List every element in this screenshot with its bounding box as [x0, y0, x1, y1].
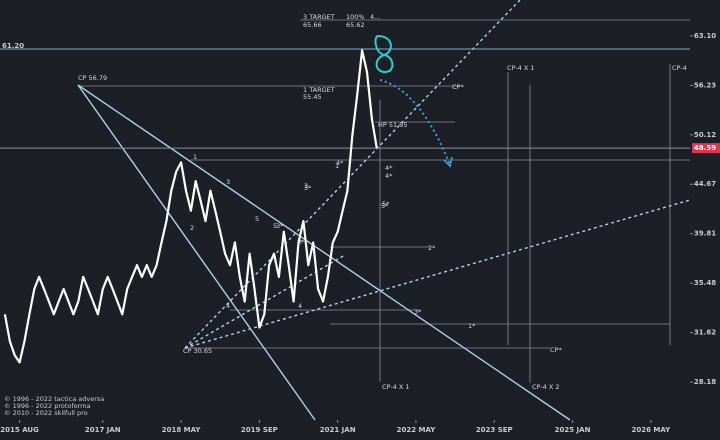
annotation: CP*	[452, 83, 464, 91]
copyright: © 1996 - 2022 tactica adversa© 1996 - 20…	[4, 395, 104, 417]
x-tick-label: 2015 AUG	[0, 426, 39, 434]
y-tick-label: 44.67	[694, 180, 716, 188]
y-tick-label: 35.48	[694, 279, 716, 287]
copyright-line: © 2010 - 2022 skilfull pro	[4, 409, 88, 417]
annotation: 2	[190, 224, 194, 232]
trend-line	[77, 84, 571, 421]
annotation: 55.45	[303, 93, 322, 101]
x-tick-label: 2021 JAN	[320, 426, 356, 434]
trend-line	[184, 0, 521, 349]
x-tick-label: 2017 JAN	[85, 426, 121, 434]
annotation: 2	[298, 238, 302, 246]
annotation: 3 TARGET	[303, 13, 335, 21]
annotation: CP-4 X 2	[532, 383, 560, 391]
x-tick-label: 2019 SEP	[241, 426, 278, 434]
copyright-line: © 1996 - 2022 protoforma	[4, 402, 91, 410]
annotation: 3	[226, 178, 230, 186]
x-tick-label: 2022 MAY	[397, 426, 437, 434]
annotation: 5*	[382, 200, 390, 208]
annotation: 5*	[381, 202, 389, 210]
level-label: 48.59	[694, 144, 716, 152]
annotation: CP 30.65	[183, 347, 212, 355]
copyright-line: © 1996 - 2022 tactica adversa	[4, 395, 104, 403]
annotation: 2*	[297, 238, 305, 246]
annotation: 4...	[370, 13, 380, 21]
eight-sign	[374, 34, 394, 74]
annotation: CP-4	[672, 64, 687, 72]
annotation: 2*	[428, 244, 436, 252]
level-badge	[692, 143, 720, 154]
projection-arrow	[379, 79, 451, 166]
annotation: 5	[255, 215, 259, 223]
y-tick-label: 56.23	[694, 81, 716, 89]
annotation: CP 56.79	[78, 74, 107, 82]
annotation: 1	[335, 162, 339, 170]
annotation: 5	[273, 222, 277, 230]
annotation: 4	[298, 302, 302, 310]
annotation: 4*	[385, 164, 393, 172]
annotation: 3*	[414, 308, 422, 316]
annotation: 65.66	[303, 21, 322, 29]
annotation: 65.62	[346, 21, 365, 29]
annotation: 3*	[304, 184, 312, 192]
arrow-head	[443, 156, 453, 168]
annotation: 1	[193, 153, 197, 161]
annotation: 4*	[385, 172, 393, 180]
annotation: CP*	[550, 346, 562, 354]
guides	[78, 19, 690, 383]
x-tick-label: 2025 JAN	[555, 426, 591, 434]
annotation: HP 51.95	[378, 121, 407, 129]
annotation: 1 TARGET	[303, 86, 335, 94]
level-label: 61.20	[2, 42, 24, 50]
y-tick-label: 31.62	[694, 329, 716, 337]
y-tick-label: 28.18	[694, 378, 716, 386]
annotation: CP-4 X 1	[507, 64, 535, 72]
annotation: 1*	[468, 322, 476, 330]
annotation: 100%	[346, 13, 365, 21]
y-tick-label: 63.10	[694, 32, 716, 40]
annotation: 4	[226, 302, 230, 310]
trend-line	[77, 84, 316, 421]
x-tick-label: 2018 MAY	[162, 426, 202, 434]
price-line	[3, 49, 378, 364]
annotation: 4*	[336, 159, 344, 167]
annotation: 3	[304, 182, 308, 190]
y-tick-label: 39.81	[694, 230, 716, 238]
x-tick-label: 2026 MAY	[631, 426, 671, 434]
y-tick-label: 50.12	[694, 131, 716, 139]
annotation: CP-4 X 1	[382, 383, 410, 391]
trend-line	[184, 199, 691, 349]
x-tick-label: 2023 SEP	[476, 426, 513, 434]
annotation: 3*	[276, 222, 284, 230]
